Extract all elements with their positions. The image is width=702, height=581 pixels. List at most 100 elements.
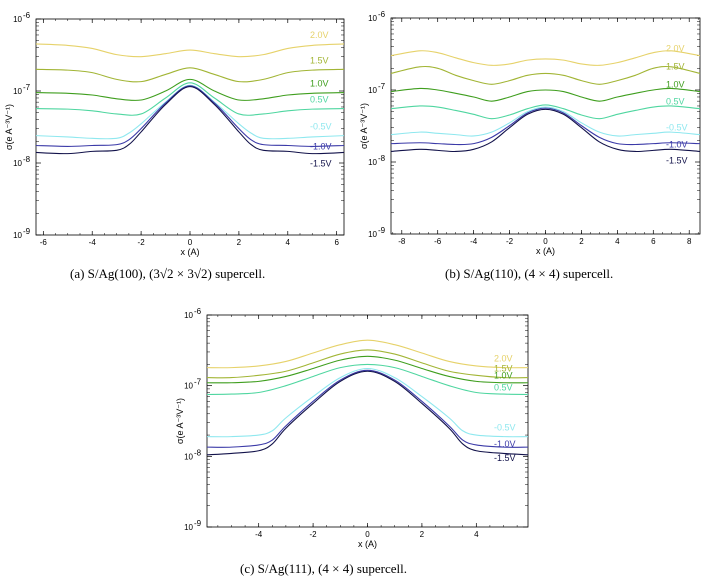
chart-c: -4 -2 0 2 410-910-810-710 -6x (A)σ(e A⁻³V⁻¹)2… bbox=[175, 307, 529, 549]
series-line--1.5V bbox=[390, 108, 701, 153]
series-label: -1.0V bbox=[666, 140, 688, 150]
series-line--1.0V bbox=[390, 107, 701, 146]
series-label: -0.5V bbox=[494, 423, 516, 433]
series-label: 0.5V bbox=[494, 382, 513, 392]
y-tick-label: 10 bbox=[13, 87, 22, 96]
series-line-2.0V bbox=[35, 43, 345, 58]
series-label: -1.5V bbox=[666, 155, 688, 165]
y-axis-label: σ(e A⁻³V⁻¹) bbox=[359, 103, 369, 149]
series-label: 0.5V bbox=[310, 95, 329, 105]
y-tick-exponent: -9 bbox=[23, 227, 31, 236]
caption-c: (c) S/Ag(111), (4 × 4) supercell. bbox=[240, 561, 408, 576]
y-tick-label: 10 bbox=[184, 382, 193, 391]
series-label: 1.5V bbox=[310, 55, 329, 65]
x-tick-label: -2 bbox=[138, 238, 146, 247]
y-tick-exponent: -7 bbox=[194, 378, 202, 387]
series-line-1.0V bbox=[206, 355, 529, 384]
y-tick-label: 10 bbox=[13, 159, 22, 168]
plot-frame bbox=[35, 18, 345, 236]
x-axis-label: x (A) bbox=[536, 246, 555, 256]
x-tick-label: 0 bbox=[188, 238, 193, 247]
series-line--1.5V bbox=[35, 86, 345, 155]
x-tick-label: 2 bbox=[420, 530, 425, 539]
series-line-2.0V bbox=[206, 339, 529, 369]
series-label: 1.0V bbox=[666, 80, 685, 90]
x-tick-label: 0 bbox=[543, 237, 548, 246]
caption-b: (b) S/Ag(110), (4 × 4) supercell. bbox=[445, 266, 614, 281]
y-tick-label: 10 bbox=[13, 231, 22, 240]
y-tick-exponent: -6 bbox=[194, 307, 202, 316]
y-tick-label: 10 bbox=[368, 230, 377, 239]
x-tick-label: -4 bbox=[89, 238, 97, 247]
series-label: -0.5V bbox=[666, 123, 688, 133]
series-line--0.5V bbox=[206, 367, 529, 438]
series-line--1.5V bbox=[206, 370, 529, 456]
y-tick-exponent: -6 bbox=[23, 11, 31, 20]
y-tick-exponent: -6 bbox=[378, 10, 386, 19]
series-label: -1.0V bbox=[494, 439, 516, 449]
series-label: 2.0V bbox=[310, 30, 329, 40]
y-tick-exponent: -8 bbox=[378, 154, 386, 163]
y-tick-label: 10 bbox=[13, 15, 22, 24]
plot-frame bbox=[206, 314, 529, 528]
x-tick-label: -2 bbox=[310, 530, 318, 539]
x-tick-label: 4 bbox=[474, 530, 479, 539]
y-axis-label: σ(e A⁻³V⁻¹) bbox=[175, 398, 185, 444]
y-tick-label: 10 bbox=[368, 86, 377, 95]
y-tick-exponent: -9 bbox=[194, 519, 202, 528]
y-tick-label: 10 bbox=[184, 311, 193, 320]
x-tick-label: -6 bbox=[40, 238, 48, 247]
series-line-0.5V bbox=[206, 363, 529, 396]
x-tick-label: 0 bbox=[365, 530, 370, 539]
series-label: 2.0V bbox=[494, 354, 513, 364]
series-line-1.5V bbox=[206, 349, 529, 379]
series-label: -0.5V bbox=[310, 122, 332, 132]
series-label: 1.5V bbox=[494, 364, 513, 374]
y-tick-exponent: -8 bbox=[23, 155, 31, 164]
series-line-0.5V bbox=[35, 82, 345, 116]
series-label: 1.0V bbox=[310, 79, 329, 89]
series-line--0.5V bbox=[390, 106, 701, 137]
x-tick-label: 2 bbox=[237, 238, 242, 247]
y-tick-exponent: -7 bbox=[378, 82, 386, 91]
caption-a: (a) S/Ag(100), (3√2 × 3√2) supercell. bbox=[70, 266, 266, 281]
x-tick-label: 4 bbox=[286, 238, 291, 247]
series-line-1.5V bbox=[35, 67, 345, 83]
x-tick-label: -4 bbox=[470, 237, 478, 246]
plot-frame bbox=[390, 17, 701, 235]
series-label: 1.5V bbox=[666, 61, 685, 71]
chart-a: -6 -4 -2 0 2 4 610-910-810-710 -6x (A)σ(e A⁻³V⁻… bbox=[4, 11, 345, 257]
series-line--1.0V bbox=[35, 85, 345, 147]
series-line-1.0V bbox=[390, 87, 701, 102]
series-label: -1.5V bbox=[310, 158, 332, 168]
series-label: 0.5V bbox=[666, 97, 685, 107]
series-line-1.5V bbox=[390, 65, 701, 85]
x-tick-label: -2 bbox=[506, 237, 514, 246]
x-tick-label: -6 bbox=[434, 237, 442, 246]
y-tick-exponent: -7 bbox=[23, 83, 31, 92]
y-tick-label: 10 bbox=[368, 158, 377, 167]
x-tick-label: -4 bbox=[255, 530, 263, 539]
series-label: 2.0V bbox=[666, 44, 685, 54]
series-line-1.0V bbox=[35, 78, 345, 102]
series-line--1.0V bbox=[206, 369, 529, 448]
x-tick-label: 6 bbox=[334, 238, 339, 247]
y-tick-exponent: -8 bbox=[194, 448, 202, 457]
x-tick-label: 8 bbox=[687, 237, 692, 246]
y-axis-label: σ(e A⁻³V⁻¹) bbox=[4, 104, 14, 150]
x-tick-label: 6 bbox=[651, 237, 656, 246]
y-tick-label: 10 bbox=[368, 14, 377, 23]
series-label: -1.5V bbox=[494, 453, 516, 463]
x-tick-label: -8 bbox=[398, 237, 406, 246]
x-tick-label: 4 bbox=[615, 237, 620, 246]
x-axis-label: x (A) bbox=[181, 247, 200, 257]
series-label: -1.0V bbox=[310, 142, 332, 152]
y-tick-label: 10 bbox=[184, 452, 193, 461]
chart-b: -8 -6 -4 -2 0 2 4 6 810-910-810-710 -6x (A)σ(e A⁻… bbox=[359, 10, 701, 256]
series-label: 1.0V bbox=[494, 371, 513, 381]
x-tick-label: 2 bbox=[579, 237, 584, 246]
series-line--0.5V bbox=[35, 84, 345, 140]
series-line-0.5V bbox=[390, 104, 701, 120]
y-tick-label: 10 bbox=[184, 523, 193, 532]
